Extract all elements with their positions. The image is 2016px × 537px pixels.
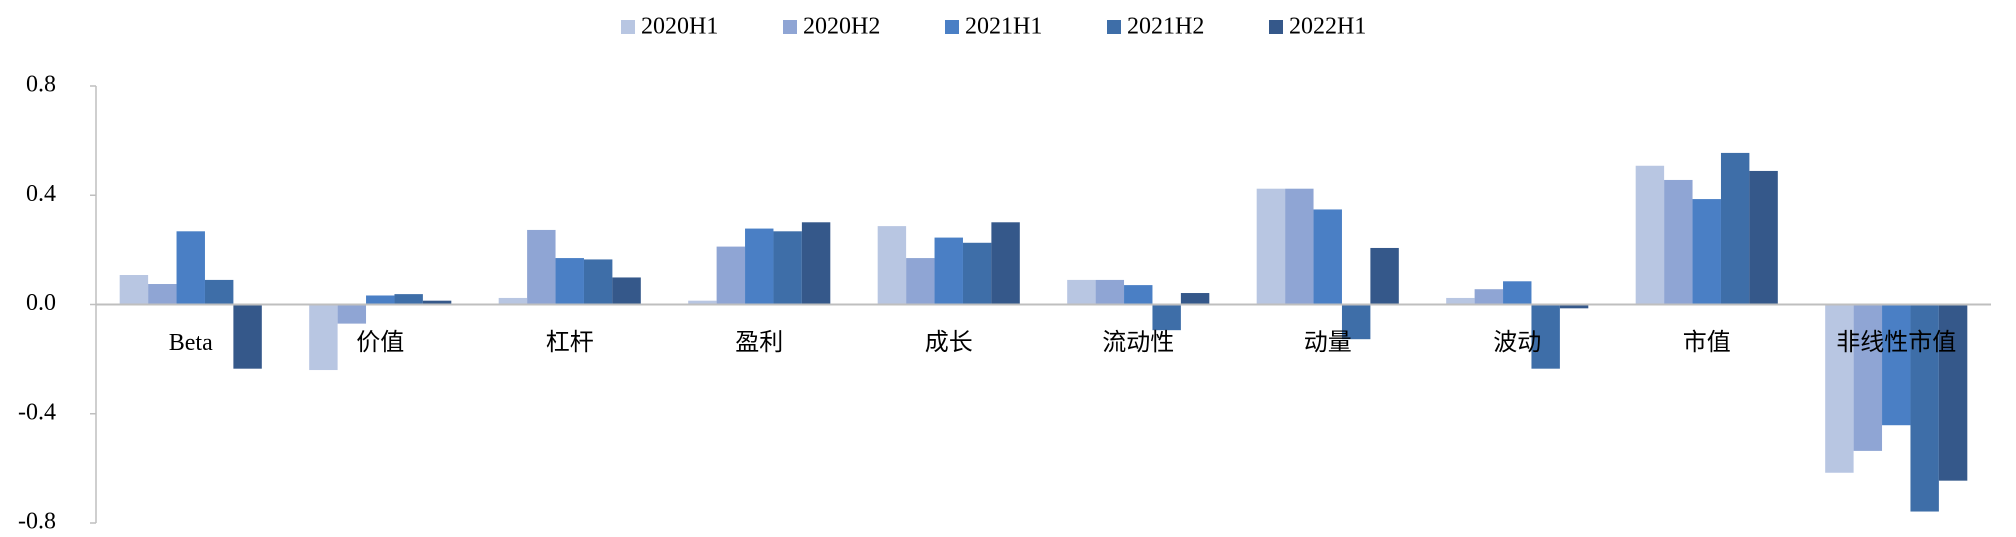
bar <box>934 237 963 305</box>
bar <box>1938 304 1968 481</box>
bar <box>1124 285 1153 305</box>
bar <box>233 304 262 369</box>
bar <box>716 246 746 305</box>
x-tick-label: 成长 <box>925 329 973 356</box>
bar <box>1095 279 1125 305</box>
bar <box>1720 152 1750 305</box>
bar <box>1446 297 1475 305</box>
bar <box>527 229 556 305</box>
bar <box>745 228 774 305</box>
bar <box>1285 188 1314 305</box>
y-tick-label: 0.8 <box>26 72 56 98</box>
bar <box>1910 304 1939 512</box>
bar <box>1635 165 1665 305</box>
x-tick-label: 市值 <box>1683 329 1731 356</box>
bar <box>1313 209 1342 305</box>
bar <box>1256 188 1286 305</box>
x-tick-label: 非线性市值 <box>1836 329 1956 356</box>
bar <box>688 300 717 305</box>
bar <box>773 231 802 305</box>
x-tick-label: 价值 <box>356 329 404 356</box>
bar <box>801 222 831 305</box>
legend-label: 2020H2 <box>803 14 880 40</box>
x-tick-label: 杠杆 <box>546 329 594 356</box>
bar <box>1825 304 1854 473</box>
bar <box>1749 170 1778 305</box>
bar <box>309 304 338 371</box>
bar <box>1559 304 1589 309</box>
bar <box>962 242 992 305</box>
y-tick-label: 0.4 <box>26 181 56 207</box>
bar <box>366 295 395 305</box>
legend-label: 2021H1 <box>965 14 1042 40</box>
y-tick-label: -0.8 <box>18 509 56 535</box>
bar <box>1152 304 1181 331</box>
bar <box>1882 304 1911 426</box>
bar <box>1664 179 1693 305</box>
legend-swatch <box>621 20 635 34</box>
bar <box>148 284 177 305</box>
x-tick-label: Beta <box>169 330 213 356</box>
legend-swatch <box>1107 20 1121 34</box>
bar <box>176 231 205 305</box>
x-tick-label: 波动 <box>1493 329 1541 356</box>
bar <box>583 259 613 305</box>
bar <box>394 294 423 305</box>
bar <box>422 300 452 305</box>
y-tick-label: -0.4 <box>18 399 56 425</box>
bar <box>1180 293 1210 305</box>
legend-swatch <box>783 20 797 34</box>
bar <box>555 258 584 305</box>
bar <box>1067 279 1096 305</box>
bar <box>1853 304 1883 451</box>
bar <box>1474 289 1504 305</box>
x-tick-label: 动量 <box>1304 329 1352 356</box>
bar <box>991 222 1020 305</box>
bar <box>498 297 528 305</box>
bar <box>204 279 234 305</box>
legend-label: 2020H1 <box>641 14 718 40</box>
bar <box>1341 304 1371 340</box>
legend-label: 2021H2 <box>1127 14 1204 40</box>
bar <box>906 258 935 305</box>
bar <box>337 304 367 324</box>
bar <box>612 277 641 305</box>
y-tick-label: 0.0 <box>26 290 56 316</box>
legend-swatch <box>945 20 959 34</box>
bar <box>1531 304 1560 369</box>
legend-swatch <box>1269 20 1283 34</box>
bar <box>119 275 149 305</box>
bar <box>877 226 907 305</box>
bar <box>1692 199 1721 305</box>
bar <box>1370 247 1399 305</box>
legend-label: 2022H1 <box>1289 14 1366 40</box>
x-tick-label: 流动性 <box>1102 329 1174 356</box>
x-tick-label: 盈利 <box>735 329 783 356</box>
bar <box>1503 281 1532 305</box>
